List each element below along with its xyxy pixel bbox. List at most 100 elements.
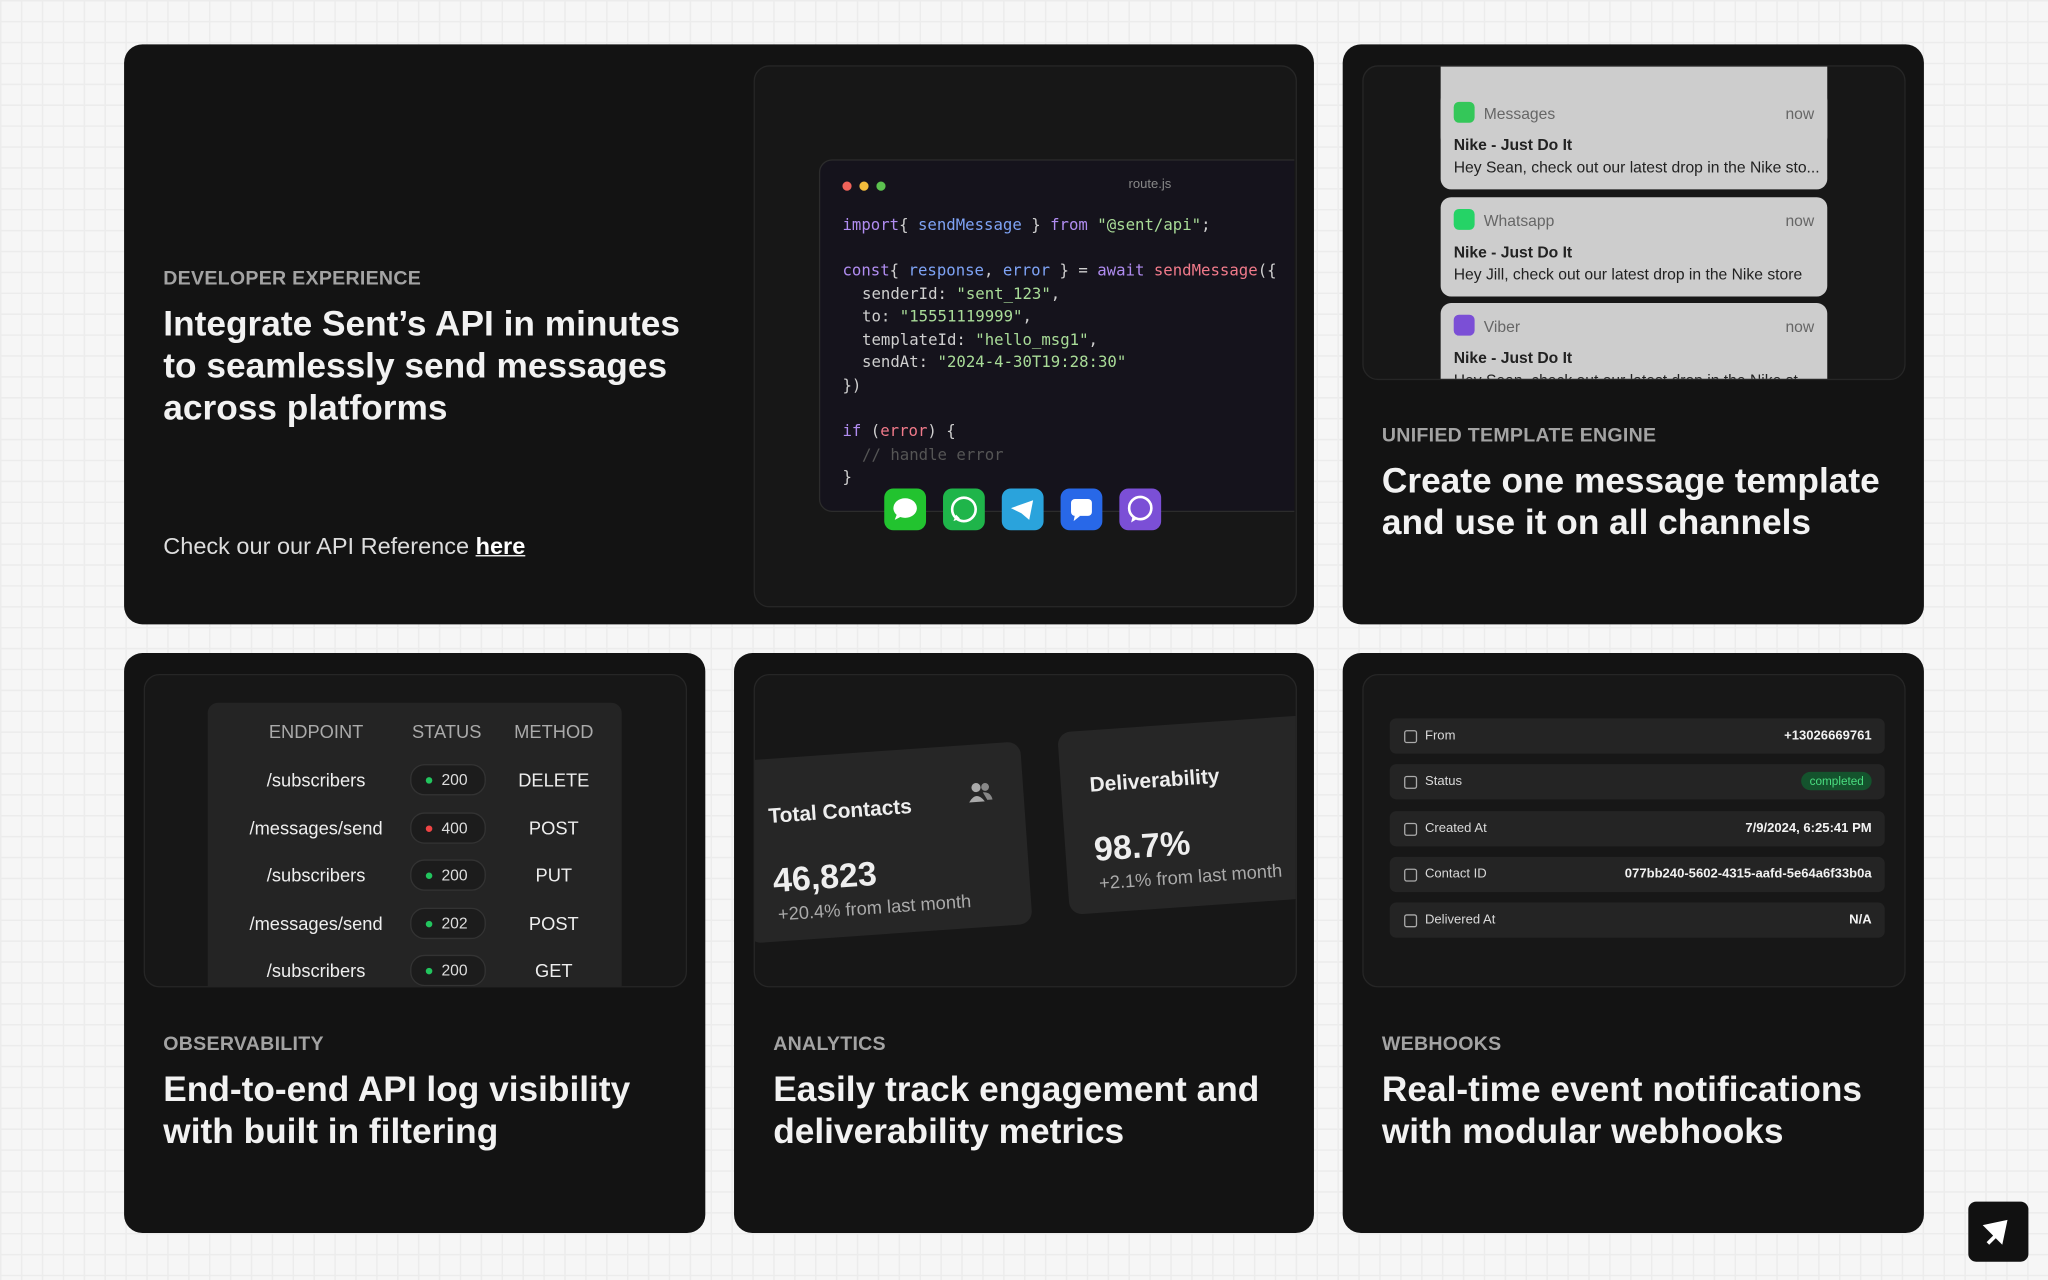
webhook-panel: From +13026669761 Status completed Created A… [1362, 673, 1906, 988]
notifications-panel: Messages now Nike - Just Do It Hey Sean, ch… [1362, 65, 1906, 381]
notification-title: Nike - Just Do It [1453, 242, 1573, 261]
metric-value: 98.7% [1092, 822, 1192, 869]
time: now [1785, 317, 1815, 336]
users-icon [969, 783, 993, 803]
file-name: route.js [1128, 177, 1172, 192]
status-pill: 400 [410, 811, 486, 844]
webhook-field: Created At 7/9/2024, 6:25:41 PM [1389, 810, 1885, 846]
code-token: const [842, 261, 890, 280]
analytics-card: Total Contacts 46,823 +20.4% from last m… [734, 653, 1314, 1233]
code-token: } [842, 467, 852, 486]
sms-icon [1060, 488, 1103, 531]
status-code: 200 [441, 770, 468, 789]
webhook-field: From +13026669761 [1389, 718, 1885, 754]
app-icon [1453, 101, 1475, 123]
app-name: Viber [1483, 317, 1521, 336]
field-value: completed [1801, 772, 1872, 791]
field-label: Status [1424, 774, 1463, 790]
code-line: }) [842, 376, 861, 394]
app-icon [1453, 314, 1475, 336]
field-label: From [1424, 728, 1456, 744]
code-token: import [842, 215, 900, 234]
notification-body: Hey Jill, check out our latest drop in t… [1453, 264, 1803, 283]
method: DELETE [518, 769, 590, 791]
code-token: : [880, 306, 900, 326]
code-token: : [956, 330, 976, 349]
field-value: 7/9/2024, 6:25:41 PM [1745, 821, 1872, 836]
code-token: to [862, 306, 881, 326]
webhooks-card: From +13026669761 Status completed Created A… [1342, 653, 1924, 1233]
title: Create one message template and use it o… [1381, 461, 1880, 543]
time: now [1785, 104, 1815, 123]
status-pill: 202 [410, 907, 486, 939]
api-link: Check our our API Reference here [163, 533, 525, 560]
label: DEVELOPER EXPERIENCE [163, 267, 422, 290]
code-token: { [889, 261, 909, 280]
code-token: "15551119999" [899, 306, 1023, 326]
notification: Whatsapp now Nike - Just Do It Hey Jill, ch… [1440, 196, 1828, 296]
contacts-card: Total Contacts 46,823 +20.4% from last m… [754, 741, 1033, 944]
column-header: ENDPOINT [268, 720, 364, 742]
notification-title: Nike - Just Do It [1453, 135, 1573, 155]
code-line: sendAt: "2024-4-30T19:28:30" [862, 353, 1126, 371]
code-token: ) { [927, 421, 956, 441]
field-value: +13026669761 [1784, 728, 1872, 744]
code-line: import{ sendMessage } from "@sent/api"; [842, 216, 1210, 234]
code-token: error [1002, 261, 1051, 280]
label: OBSERVABILITY [163, 1033, 324, 1056]
code-token [1088, 216, 1097, 234]
code-token: , [1088, 330, 1098, 349]
code-token: // handle error [862, 445, 1004, 464]
code-token: } = [1050, 261, 1098, 280]
status-code: 200 [441, 961, 468, 980]
code-line: } [842, 468, 851, 486]
code-token: await [1097, 261, 1145, 280]
method: GET [534, 959, 573, 981]
viber-icon [1119, 488, 1162, 531]
endpoint: /subscribers [266, 864, 366, 886]
notification-title: Nike - Just Do It [1453, 348, 1573, 368]
app-name: Messages [1483, 104, 1556, 123]
code-token: , [983, 261, 1003, 280]
title: Integrate Sent’s API in minutes to seaml… [163, 304, 680, 428]
app-name: Whatsapp [1483, 210, 1555, 230]
code-token: sendAt [862, 352, 919, 371]
code-token: templateId [862, 330, 957, 349]
code-token: , [1022, 306, 1032, 326]
logo[interactable] [1968, 1201, 2029, 1262]
telegram-icon [1001, 488, 1044, 531]
field-icon [1404, 730, 1418, 744]
method: POST [528, 912, 579, 934]
code-token: }) [842, 376, 862, 395]
code-line: templateId: "hello_msg1", [862, 330, 1098, 348]
notification: Messages now Nike - Just Do It Hey Sean, ch… [1440, 90, 1828, 190]
code-line: const{ response, error } = await sendMes… [842, 261, 1276, 279]
webhook-field: Status completed [1389, 764, 1885, 800]
field-icon [1404, 914, 1418, 928]
webhook-field: Contact ID 077bb240-5602-4315-aafd-5e64a6… [1389, 856, 1885, 892]
field-icon [1404, 868, 1418, 882]
webhook-field: Delivered At N/A [1389, 902, 1885, 939]
link[interactable]: here [475, 532, 526, 560]
metric-value: 46,823 [771, 853, 878, 900]
imessage-icon [884, 488, 927, 531]
field-value: 077bb240-5602-4315-aafd-5e64a6f33b0a [1624, 867, 1872, 882]
channel-icons [884, 488, 1162, 531]
metric-label: Deliverability [1088, 765, 1221, 797]
observability-card: ENDPOINT STATUS METHOD/subscribers 200 DELET… [124, 653, 706, 1233]
status-dot [425, 920, 433, 927]
label: UNIFIED TEMPLATE ENGINE [1381, 424, 1657, 447]
label: WEBHOOKS [1381, 1033, 1502, 1056]
code-token: sendMessage [917, 215, 1022, 234]
code-token: : [937, 284, 957, 304]
whatsapp-icon [943, 488, 985, 531]
code-line: if (error) { [842, 422, 955, 440]
notification: Viber now Nike - Just Do It Hey Sean, check… [1440, 303, 1828, 379]
endpoint: /subscribers [266, 769, 366, 791]
code-token: ; [1201, 215, 1211, 234]
endpoint: /subscribers [266, 959, 366, 981]
column-header: METHOD [514, 720, 594, 742]
code-token: "@sent/api" [1097, 215, 1202, 234]
